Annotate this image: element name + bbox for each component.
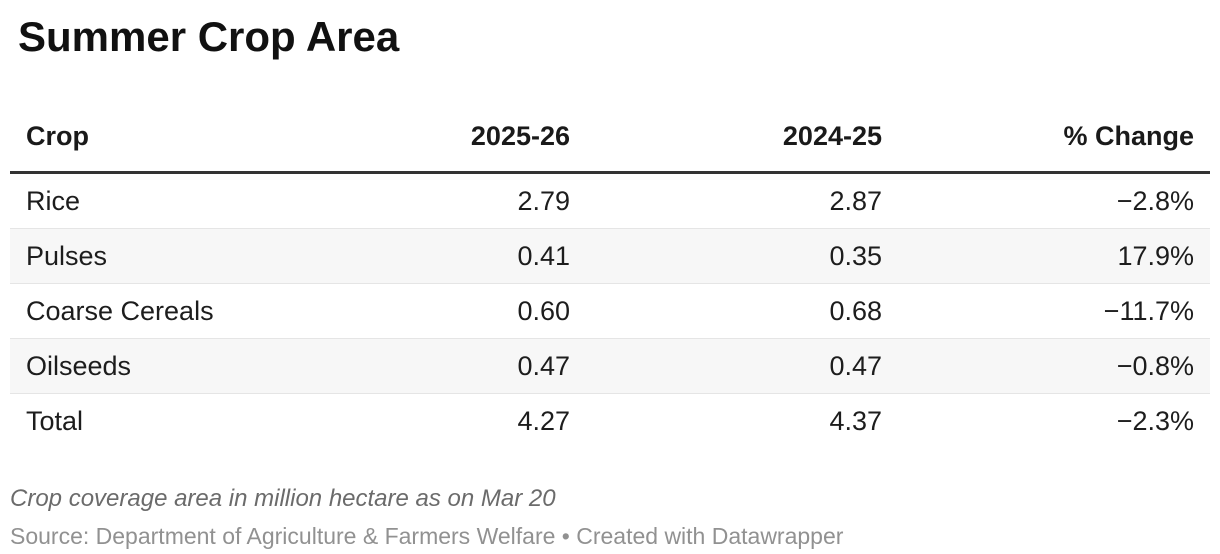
cell-pct-change: −2.8% xyxy=(1116,186,1194,216)
cell-2024-25: 0.35 xyxy=(586,228,898,284)
table-header-row: Crop 2025-26 2024-25 % Change xyxy=(10,122,1210,174)
chart-source-line: Source: Department of Agriculture & Farm… xyxy=(10,523,844,549)
cell-pct-change: −0.8% xyxy=(898,338,1210,394)
column-header-2025-26: 2025-26 xyxy=(274,122,586,174)
cell-2024-25: 4.37 xyxy=(586,393,898,448)
cell-crop: Pulses xyxy=(10,228,274,284)
cell-2025-26: 0.60 xyxy=(274,283,586,339)
cell-pct-change: −2.3% xyxy=(898,393,1210,448)
table-row-coarse-cereals: Coarse Cereals 0.60 0.68 −11.7% xyxy=(10,283,1210,339)
cell-crop: Rice xyxy=(26,186,81,216)
cell-2025-26: 0.41 xyxy=(274,228,586,284)
table-row-total: Total 4.27 4.37 −2.3% xyxy=(10,393,1210,448)
cell-2024-25: 0.68 xyxy=(586,283,898,339)
cell-pct-change: −11.7% xyxy=(898,283,1210,339)
chart-notes: Crop coverage area in million hectare as… xyxy=(10,485,556,512)
cell-2024-25: 0.47 xyxy=(586,338,898,394)
table-row-pulses: Pulses 0.41 0.35 17.9% xyxy=(10,228,1210,284)
cell-pct-change: 17.9% xyxy=(898,228,1210,284)
cell-2024-25: 2.87 xyxy=(829,186,882,216)
column-header-2024-25: 2024-25 xyxy=(586,122,898,174)
page-title: Summer Crop Area xyxy=(18,13,400,60)
cell-2025-26: 4.27 xyxy=(274,393,586,448)
column-header-pct-change: % Change xyxy=(898,122,1210,174)
cell-crop: Coarse Cereals xyxy=(10,283,274,339)
crop-area-table: Crop 2025-26 2024-25 % Change Rice 2.79 … xyxy=(10,122,1210,448)
cell-crop: Total xyxy=(10,393,274,448)
cell-2025-26: 2.79 xyxy=(517,186,570,216)
table-row-rice: Rice 2.79 2.87 −2.8% xyxy=(10,173,1210,229)
table-row-oilseeds: Oilseeds 0.47 0.47 −0.8% xyxy=(10,338,1210,394)
column-header-crop: Crop xyxy=(10,122,274,174)
cell-2025-26: 0.47 xyxy=(274,338,586,394)
cell-crop: Oilseeds xyxy=(10,338,274,394)
